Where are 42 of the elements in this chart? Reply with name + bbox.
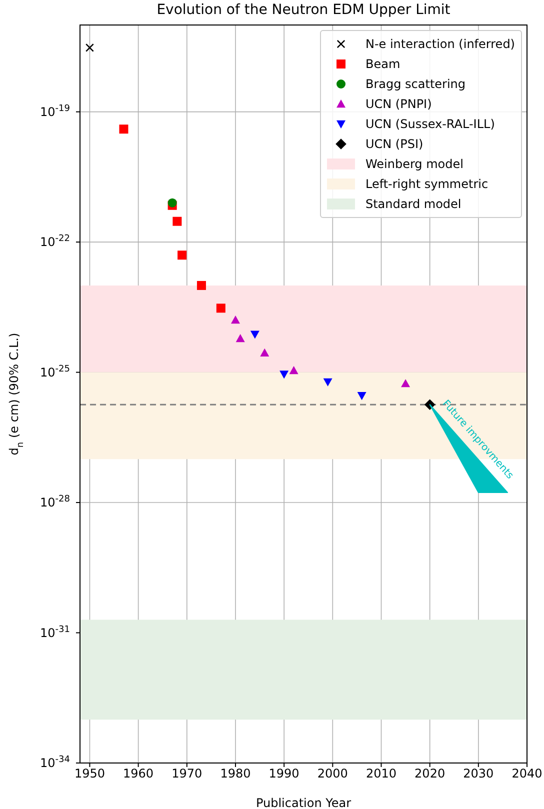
point: [216, 304, 226, 313]
x-tick-label: 1950: [74, 766, 105, 781]
x-tick-label: 2010: [366, 766, 397, 781]
x-axis-title: Publication Year: [256, 796, 352, 809]
legend-label: UCN (PNPI): [365, 97, 432, 111]
x-tick-label: 2000: [317, 766, 348, 781]
point: [357, 392, 366, 400]
y-tick-label: 10$^{-22}$: [40, 234, 70, 250]
point: [178, 250, 187, 260]
y-tick-label: 10$^{-34}$: [40, 755, 70, 770]
x-tick-label: 1990: [268, 766, 300, 781]
legend-label: Standard model: [365, 197, 462, 211]
y-tick-label: 10$^{-19}$: [40, 104, 70, 119]
point: [401, 379, 410, 388]
legend-label: Left-right symmetric: [365, 177, 488, 191]
y-tick-label: 10$^{-28}$: [40, 494, 70, 510]
point: [280, 370, 289, 379]
legend-label: Beam: [365, 57, 400, 71]
chart-title: Evolution of the Neutron EDM Upper Limit: [156, 2, 452, 18]
x-tick-label: 1970: [172, 766, 202, 781]
point: [323, 378, 332, 386]
x-tick-label: 2040: [512, 766, 542, 781]
legend-label: UCN (Sussex-RAL-ILL): [365, 117, 495, 131]
point: [250, 330, 260, 339]
point: [119, 124, 128, 134]
legend-label: N-e interaction (inferred): [365, 37, 515, 51]
legend-label: UCN (PSI): [365, 137, 424, 151]
point: [196, 280, 206, 290]
x-tick-label: 2020: [414, 766, 446, 781]
x-tick-label: 2030: [463, 766, 494, 781]
legend-label: Bragg scattering: [365, 77, 466, 91]
legend-label: Weinberg model: [365, 157, 464, 171]
y-tick-label: 10$^{-25}$: [40, 364, 70, 380]
x-tick-label: 1960: [123, 766, 154, 781]
y-tick-label: 10$^{-31}$: [40, 624, 70, 640]
point: [172, 216, 182, 226]
point: [289, 366, 298, 374]
point: [230, 316, 240, 324]
point: [260, 348, 270, 356]
point: [168, 198, 177, 208]
point: [236, 334, 245, 342]
x-tick-label: 1980: [220, 766, 251, 781]
